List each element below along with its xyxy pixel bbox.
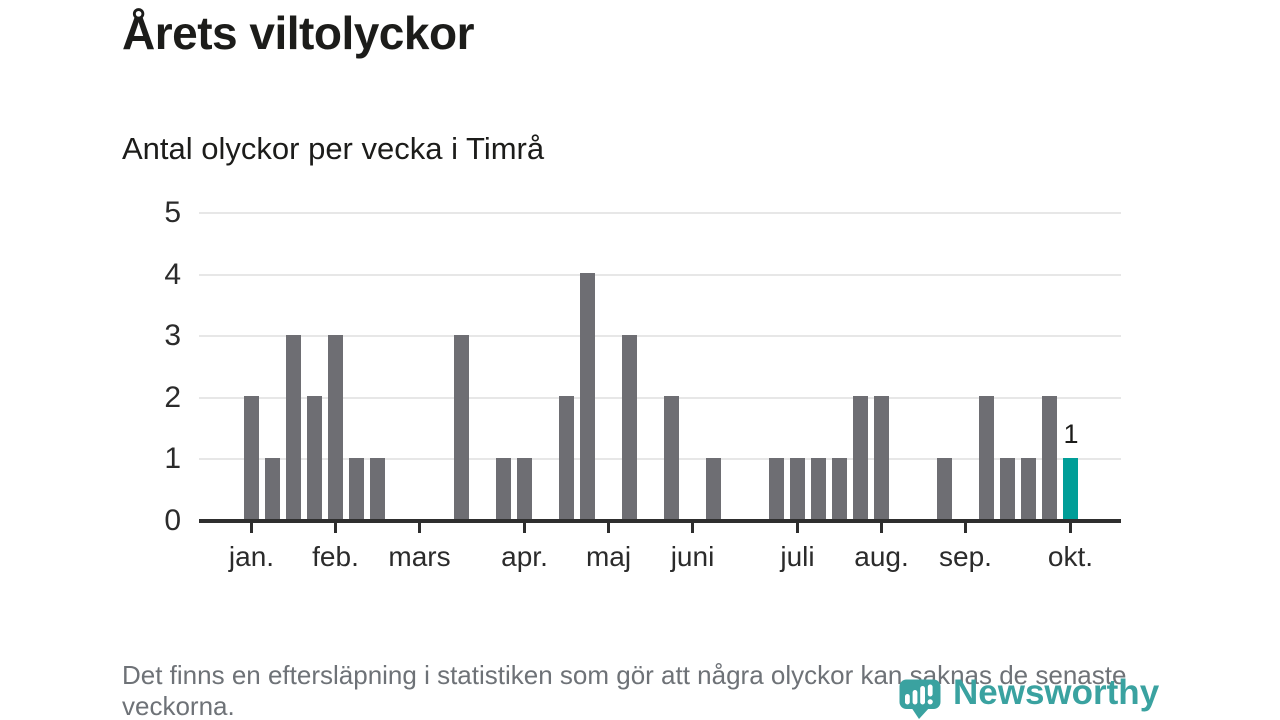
x-axis-label-sep: sep.: [939, 541, 992, 572]
bar-week-26: [769, 457, 784, 519]
bar-week-34: [937, 457, 952, 519]
x-tick-juli: [796, 523, 799, 533]
x-tick-juni: [691, 523, 694, 533]
bar-week-36: [979, 396, 994, 519]
bar-week-13: [496, 457, 511, 519]
bar-week-17: [580, 273, 595, 519]
newsworthy-wordmark: Newsworthy: [953, 673, 1160, 712]
x-tick-sep: [964, 523, 967, 533]
chart-title: Årets viltolyckor: [122, 7, 474, 59]
x-axis-label-jan: jan.: [228, 541, 275, 572]
x-tick-apr: [523, 523, 526, 533]
bar-week-2: [265, 457, 280, 519]
y-axis-label-0: 0: [164, 503, 181, 537]
bar-week-3: [286, 334, 301, 519]
bar-week-21: [664, 396, 679, 519]
bar-week-5: [328, 334, 343, 519]
y-axis-label-3: 3: [164, 319, 181, 352]
x-tick-aug: [880, 523, 883, 533]
x-tick-okt: [1069, 523, 1072, 533]
x-axis-label-feb: feb.: [312, 541, 359, 572]
bar-week-28: [811, 457, 826, 519]
bar-week-19: [622, 334, 637, 519]
bar-week-6: [349, 457, 364, 519]
y-axis-label-2: 2: [164, 380, 181, 414]
x-axis-label-okt: okt.: [1047, 541, 1094, 572]
gridline-4: [199, 273, 1121, 276]
bar-week-29: [832, 457, 847, 519]
y-axis-label-4: 4: [164, 257, 181, 291]
gridline-3: [199, 335, 1121, 337]
highlight-value-label: 1: [1063, 418, 1079, 449]
bar-week-40-highlighted: [1063, 457, 1078, 519]
x-axis-label-mars: mars: [388, 541, 451, 572]
footnote: Det finns en eftersläpning i statistiken…: [122, 660, 1127, 720]
x-axis-label-juni: juni: [670, 541, 715, 572]
gridline-1: [199, 458, 1121, 460]
bar-week-11: [454, 334, 469, 519]
x-axis-label-apr: apr.: [501, 541, 548, 572]
x-tick-maj: [607, 523, 610, 533]
x-axis-label-maj: maj: [585, 541, 632, 572]
bar-week-31: [874, 396, 889, 519]
newsworthy-pin-icon: [899, 679, 941, 719]
y-axis-label-5: 5: [164, 196, 181, 229]
bar-week-16: [559, 396, 574, 519]
chart-subtitle: Antal olyckor per vecka i Timrå: [122, 131, 545, 166]
gridline-2: [199, 396, 1121, 399]
newsworthy-logo: Newsworthy: [899, 673, 1160, 719]
bar-week-27: [790, 457, 805, 519]
x-axis-label-juli: juli: [780, 541, 815, 572]
bar-week-30: [853, 396, 868, 519]
x-axis-line: [199, 519, 1121, 523]
gridline-5: [199, 212, 1121, 214]
x-axis-label-aug: aug.: [854, 541, 909, 572]
x-tick-feb: [334, 523, 337, 533]
bar-week-1: [244, 396, 259, 519]
x-tick-mars: [418, 523, 421, 533]
bar-week-7: [370, 457, 385, 519]
bar-week-4: [307, 396, 322, 519]
bar-week-37: [1000, 457, 1015, 519]
y-axis-label-1: 1: [164, 442, 181, 475]
bar-week-14: [517, 457, 532, 519]
x-tick-jan: [250, 523, 253, 533]
bar-week-39: [1042, 396, 1057, 519]
bar-week-23: [706, 457, 721, 519]
bar-week-38: [1021, 457, 1036, 519]
